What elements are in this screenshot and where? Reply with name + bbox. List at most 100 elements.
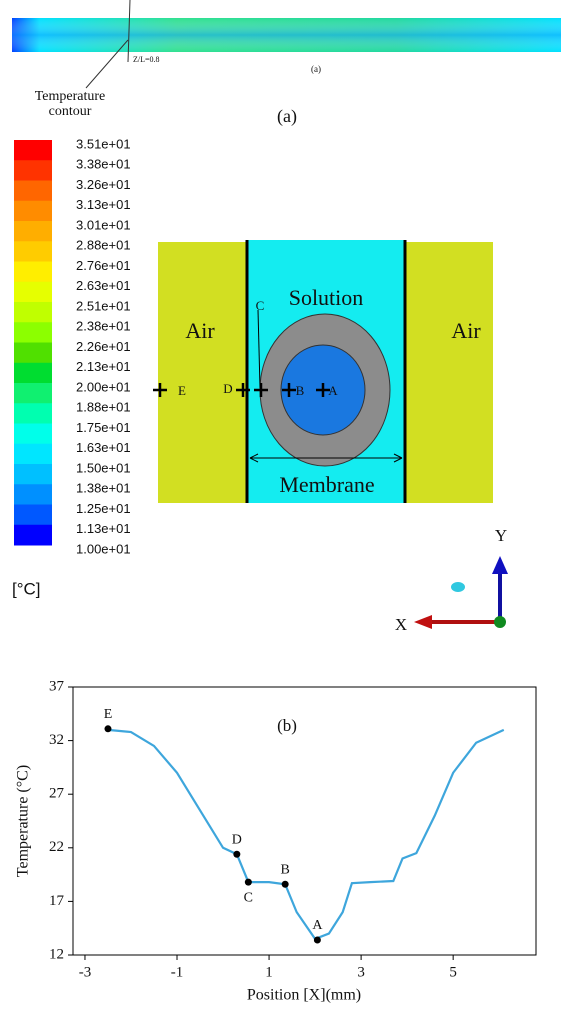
x-tick-label: 5	[449, 964, 457, 980]
point-label: C	[244, 890, 253, 905]
x-axis-title: Position [X](mm)	[247, 987, 361, 1004]
colorbar-band	[14, 200, 52, 222]
region-label: Air	[451, 318, 481, 343]
colorbar-band	[14, 160, 52, 181]
probe-marker	[282, 383, 296, 397]
probe-label: D	[223, 381, 232, 396]
colorbar-label: 1.00e+01	[76, 541, 131, 556]
point-marker	[313, 936, 321, 944]
colorbar-label: 2.26e+01	[76, 339, 131, 354]
colorbar-band	[14, 383, 52, 404]
point-marker	[281, 880, 289, 888]
y-tick-label: 37	[49, 678, 65, 694]
colorbar-label: 2.38e+01	[76, 319, 131, 334]
probe-marker	[236, 383, 250, 397]
colorbar-label: 1.63e+01	[76, 440, 131, 455]
point-marker	[233, 850, 241, 858]
point-marker	[104, 725, 112, 733]
probe-marker	[316, 383, 330, 397]
colorbar-band	[14, 362, 52, 384]
point-label: E	[104, 707, 113, 722]
probe-label: A	[328, 383, 338, 398]
panel-label: (b)	[277, 716, 297, 735]
colorbar-band	[14, 484, 52, 505]
x-tick-label: -3	[79, 964, 92, 980]
colorbar-band	[14, 241, 52, 262]
data-line	[107, 728, 505, 941]
point-label: B	[280, 862, 289, 877]
y-tick-label: 22	[49, 839, 64, 855]
colorbar-band	[14, 342, 52, 364]
colorbar-band	[14, 261, 52, 283]
colorbar-label: 2.13e+01	[76, 359, 131, 374]
probe-marker	[153, 383, 167, 397]
y-tick-label: 12	[49, 946, 64, 962]
y-tick-label: 32	[49, 732, 64, 748]
axis-name: Y	[495, 526, 507, 545]
plot-frame	[72, 686, 537, 956]
pointer-line	[257, 309, 261, 389]
air-region	[158, 242, 247, 503]
colorbar-label: 2.51e+01	[76, 298, 131, 313]
origin	[494, 616, 506, 628]
colorbar-label: 3.13e+01	[76, 197, 131, 212]
region-label: Air	[185, 318, 215, 343]
colorbar-label: 2.63e+01	[76, 278, 131, 293]
arrow-heads	[249, 453, 403, 463]
contour-title: contour	[49, 104, 92, 119]
colorbar-label: 3.01e+01	[76, 217, 131, 232]
probe-marker	[254, 383, 268, 397]
colorbar-label: 2.88e+01	[76, 238, 131, 253]
arrow-head	[414, 615, 432, 629]
colorbar-label: 1.75e+01	[76, 420, 131, 435]
strip-label: Z/L=0.8	[133, 55, 160, 64]
colorbar-label: 2.00e+01	[76, 379, 131, 394]
probe-label: B	[296, 383, 305, 398]
colorbar-label: 1.25e+01	[76, 501, 131, 516]
contour-strip-core	[12, 18, 561, 52]
air-region	[405, 242, 493, 503]
colorbar-label: 2.76e+01	[76, 258, 131, 273]
pointer-line	[85, 39, 129, 89]
colorbar-band	[14, 180, 52, 202]
colorbar-unit: [°C]	[12, 579, 41, 598]
probe-label: C	[256, 298, 265, 313]
arrow-head	[492, 556, 508, 574]
colorbar-band	[14, 322, 52, 343]
colorbar-band	[14, 443, 52, 465]
probe-label: E	[178, 383, 186, 398]
point-label: D	[232, 832, 242, 847]
colorbar-band	[14, 464, 52, 485]
colorbar-label: 1.50e+01	[76, 460, 131, 475]
colorbar-band	[14, 281, 52, 303]
axis-name: X	[395, 615, 407, 634]
point-label: A	[312, 918, 323, 933]
view-marker	[451, 582, 465, 592]
colorbar-band	[14, 403, 52, 424]
y-tick-label: 27	[49, 786, 65, 802]
colorbar-band	[14, 140, 52, 161]
colorbar-label: 1.13e+01	[76, 521, 131, 536]
y-axis-title: Temperature (°C)	[15, 765, 32, 877]
point-marker	[244, 878, 252, 886]
colorbar-label: 3.38e+01	[76, 157, 131, 172]
x-tick-label: 3	[357, 964, 365, 980]
strip-caption: (a)	[311, 64, 321, 74]
colorbar-band	[14, 221, 52, 242]
colorbar-label: 3.51e+01	[76, 136, 131, 151]
colorbar-label: 3.26e+01	[76, 177, 131, 192]
region-label: Membrane	[279, 472, 374, 497]
y-tick-label: 17	[49, 893, 65, 909]
colorbar-label: 1.88e+01	[76, 400, 131, 415]
x-tick-label: 1	[265, 964, 273, 980]
panel-label: (a)	[277, 106, 297, 127]
colorbar-band	[14, 302, 52, 323]
contour-title: Temperature	[35, 89, 106, 104]
section-line	[127, 0, 131, 63]
colorbar-band	[14, 524, 52, 546]
colorbar-band	[14, 423, 52, 445]
colorbar-band	[14, 504, 52, 526]
colorbar-label: 1.38e+01	[76, 481, 131, 496]
region-label: Solution	[289, 285, 364, 310]
